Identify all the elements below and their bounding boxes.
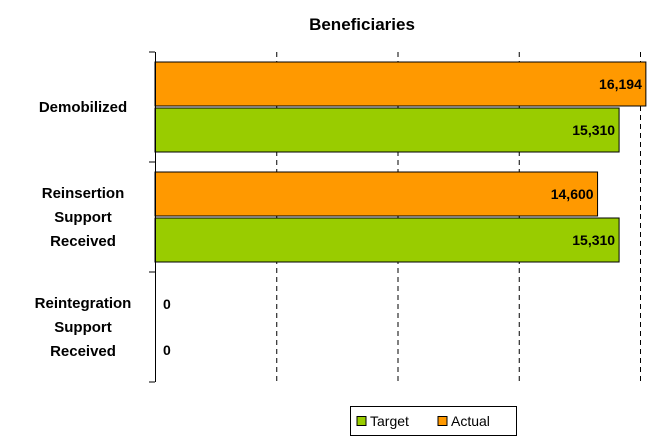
data-label-target-1: 15,310: [572, 232, 615, 248]
category-label-2: Reintegration Support Received: [35, 295, 132, 360]
bar-target-0: [154, 107, 620, 153]
bars: [154, 61, 647, 263]
legend-label-target: Target: [370, 413, 409, 429]
category-label-1: Reinsertion Support Received: [42, 185, 125, 250]
category-label-0: Demobilized: [39, 99, 127, 116]
legend-label-actual: Actual: [451, 413, 490, 429]
bar-actual-1: [154, 171, 599, 217]
data-label-actual-1: 14,600: [551, 186, 594, 202]
data-label-target-0: 15,310: [572, 122, 615, 138]
data-label-target-2: 0: [163, 342, 171, 358]
chart-title: Beneficiaries: [309, 15, 415, 34]
legend: Target Actual: [350, 406, 517, 436]
gridlines: [276, 52, 641, 382]
legend-swatch-actual: [437, 416, 448, 426]
data-labels: 16,194 15,310 14,600 15,310 0 0: [163, 76, 642, 358]
data-label-actual-2: 0: [163, 296, 171, 312]
bar-actual-0: [154, 61, 647, 107]
category-axis: [149, 51, 156, 383]
category-labels: Demobilized Reinsertion Support Received Rei…: [35, 99, 132, 360]
legend-swatch-target: [356, 416, 367, 426]
data-label-actual-0: 16,194: [599, 76, 642, 92]
legend-box: [350, 406, 517, 436]
bar-target-1: [154, 217, 620, 263]
